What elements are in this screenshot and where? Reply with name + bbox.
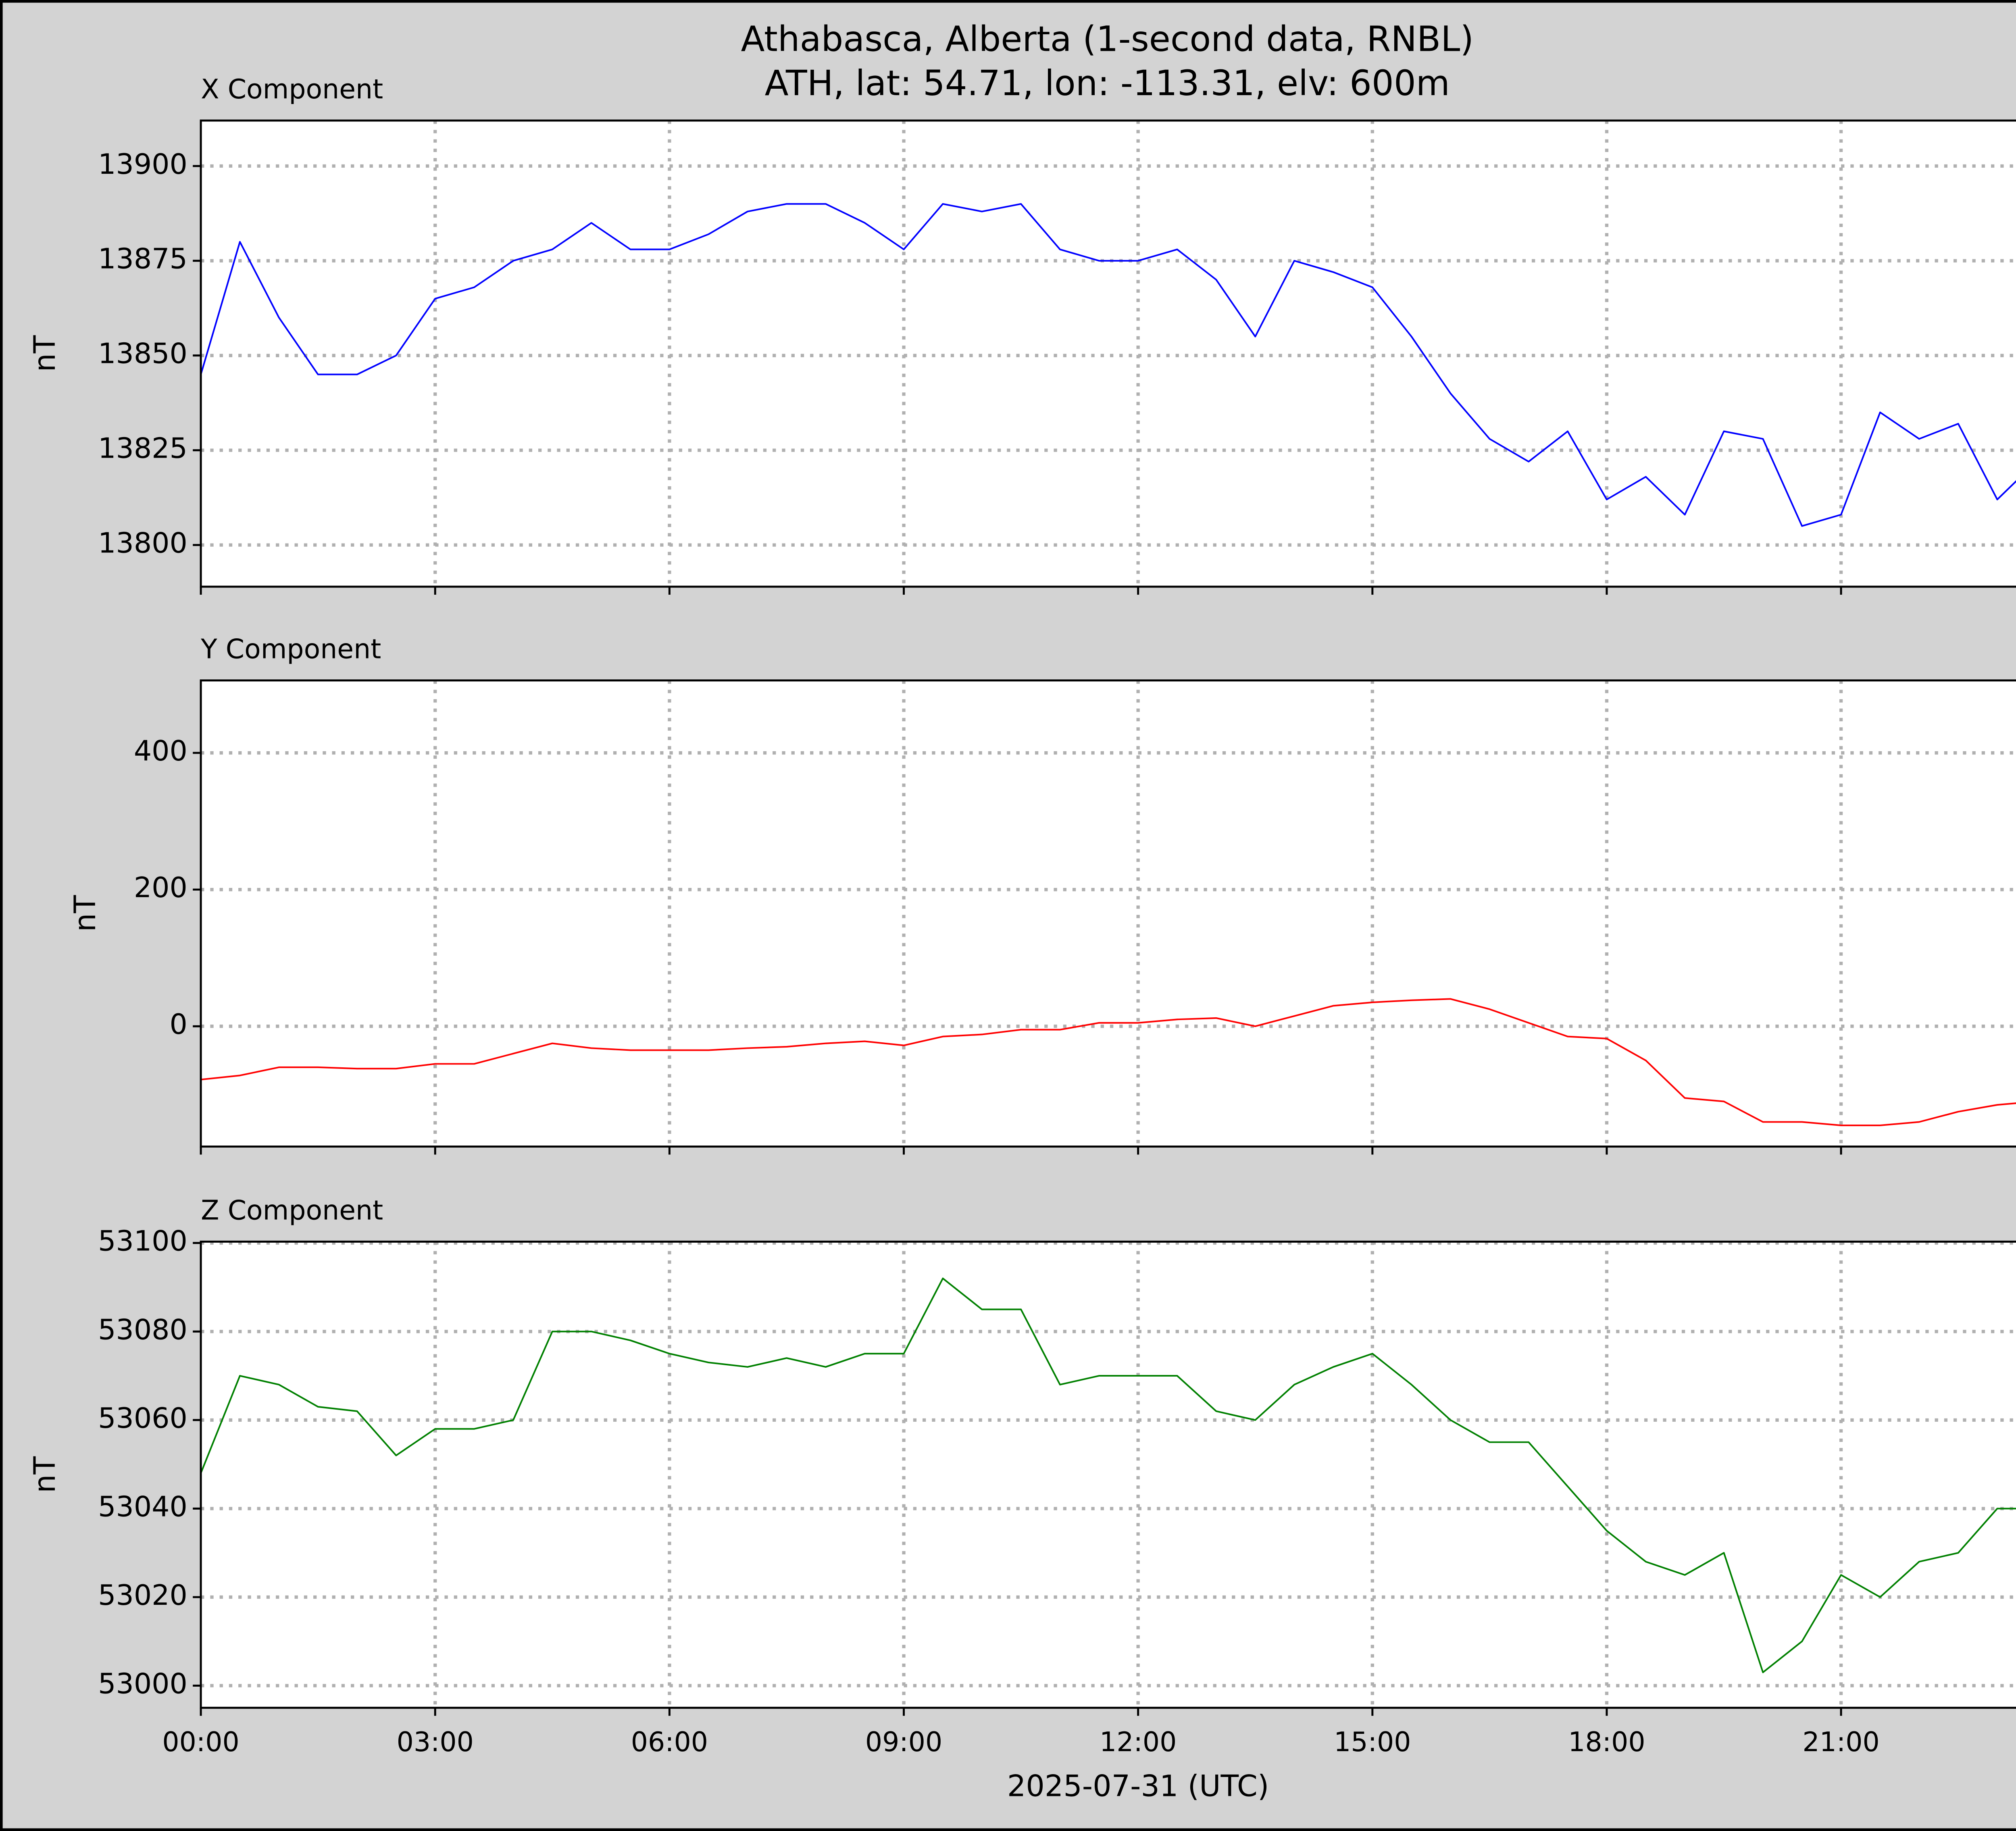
x-tick-label: 21:00 bbox=[1802, 1726, 1879, 1758]
panel-title: Z Component bbox=[201, 1194, 383, 1226]
plot-area bbox=[201, 120, 2016, 587]
y-tick-label: 53100 bbox=[98, 1225, 187, 1258]
x-tick-label: 00:00 bbox=[162, 1726, 239, 1758]
y-tick-label: 53040 bbox=[98, 1490, 187, 1523]
y-tick-label: 200 bbox=[134, 871, 187, 904]
plot-frame bbox=[200, 119, 2016, 588]
x-tick-label: 09:00 bbox=[865, 1726, 942, 1758]
y-tick-label: 53020 bbox=[98, 1579, 187, 1612]
y-axis-label: nT bbox=[28, 1456, 62, 1493]
y-tick-label: 53060 bbox=[98, 1402, 187, 1435]
figure-title: Athabasca, Alberta (1-second data, RNBL) bbox=[741, 19, 1474, 59]
plot-frame bbox=[200, 1240, 2016, 1709]
y-tick-label: 13875 bbox=[98, 243, 187, 275]
y-tick-label: 13900 bbox=[98, 148, 187, 181]
panel-title: Y Component bbox=[200, 633, 381, 664]
y-axis-label: nT bbox=[68, 895, 102, 932]
y-axis-label: nT bbox=[28, 335, 62, 372]
y-tick-label: 0 bbox=[170, 1008, 187, 1041]
y-tick-label: 13800 bbox=[98, 527, 187, 560]
y-tick-label: 53080 bbox=[98, 1313, 187, 1346]
y-tick-label: 13850 bbox=[98, 337, 187, 370]
x-tick-label: 12:00 bbox=[1100, 1726, 1177, 1758]
panel-title: X Component bbox=[201, 73, 383, 105]
x-tick-label: 15:00 bbox=[1334, 1726, 1411, 1758]
x-tick-label: 18:00 bbox=[1568, 1726, 1645, 1758]
data-line bbox=[200, 1277, 2016, 1673]
data-line bbox=[200, 203, 2016, 527]
x-tick-label: 06:00 bbox=[631, 1726, 708, 1758]
data-line bbox=[200, 998, 2016, 1126]
plot-frame bbox=[200, 679, 2016, 1148]
x-axis-label: 2025-07-31 (UTC) bbox=[1007, 1769, 1269, 1804]
x-tick-label: 03:00 bbox=[397, 1726, 474, 1758]
plot-area bbox=[201, 1241, 2016, 1708]
plot-area bbox=[201, 680, 2016, 1147]
figure-subtitle: ATH, lat: 54.71, lon: -113.31, elv: 600m bbox=[765, 63, 1450, 104]
y-tick-label: 13825 bbox=[98, 432, 187, 465]
y-tick-label: 400 bbox=[134, 735, 187, 767]
y-tick-label: 53000 bbox=[98, 1668, 187, 1700]
